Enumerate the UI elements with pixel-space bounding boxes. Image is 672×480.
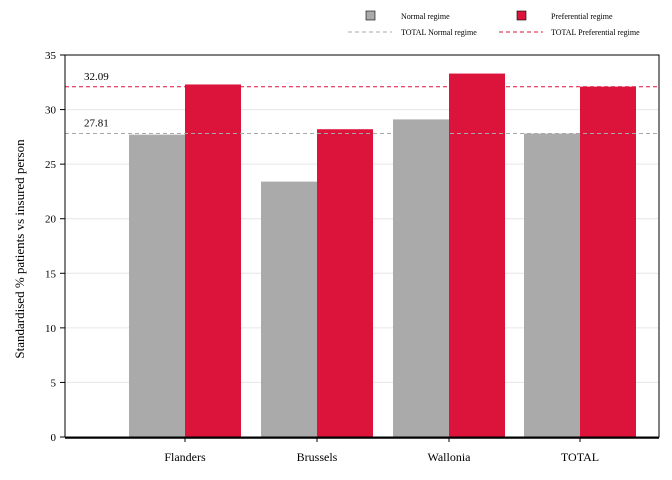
y-tick-label: 0	[51, 432, 57, 444]
legend-preferential-swatch	[516, 10, 527, 21]
bar-preferential	[317, 129, 373, 437]
y-tick-label: 15	[45, 268, 57, 280]
legend-normal-ref-label: TOTAL Normal regime	[401, 28, 477, 37]
legend-preferential-ref-label: TOTAL Preferential regime	[551, 28, 640, 37]
ref-label-preferential: 32.09	[84, 71, 109, 83]
bar-preferential	[580, 86, 636, 437]
plot-area: 0 5 10 15 20 25 30 35 Flanders Brussels Wallonia TO…	[45, 50, 660, 464]
bar-preferential	[449, 73, 505, 437]
y-axis-label: Standardised % patients vs insured perso…	[12, 139, 27, 359]
x-tick-label: Flanders	[164, 450, 206, 464]
y-tick-label: 25	[45, 159, 57, 171]
plot-frame	[64, 54, 660, 438]
legend-preferential-label: Preferential regime	[551, 12, 613, 21]
legend-normal-label: Normal regime	[401, 12, 450, 21]
y-tick-label: 5	[51, 377, 57, 389]
bar-normal	[261, 181, 317, 437]
y-tick-label: 30	[45, 105, 57, 117]
y-tick-label: 10	[45, 323, 57, 335]
legend: Normal regime Preferential regime TOTAL …	[348, 10, 640, 37]
legend-normal-swatch	[365, 10, 376, 21]
bar-normal	[129, 134, 185, 437]
y-tick-label: 35	[45, 50, 57, 62]
bar-normal	[524, 133, 580, 437]
ref-label-normal: 27.81	[84, 117, 109, 129]
bar-preferential	[185, 84, 241, 438]
x-tick-label: Brussels	[297, 450, 338, 464]
bar-normal	[393, 119, 449, 437]
x-tick-label: Wallonia	[427, 450, 471, 464]
x-tick-label: TOTAL	[561, 450, 599, 464]
y-tick-label: 20	[45, 214, 57, 226]
